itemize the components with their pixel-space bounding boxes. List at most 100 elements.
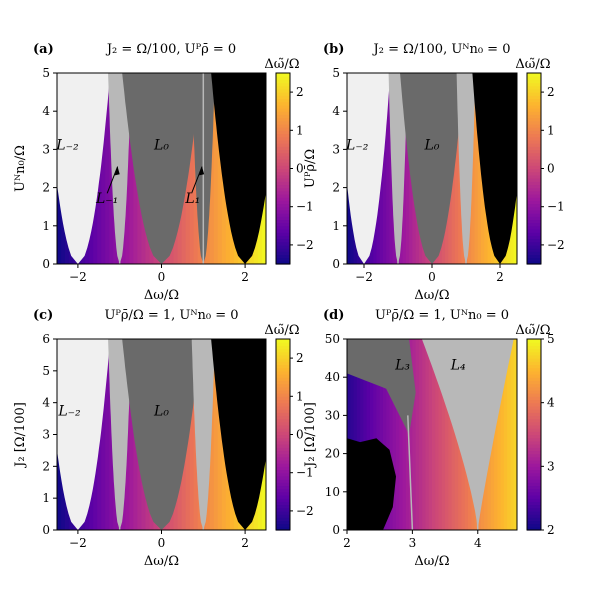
heatmap-cell-d-8 [373, 339, 378, 530]
heatmap-cell-d-16 [399, 339, 404, 530]
region-L0-c [122, 339, 201, 530]
heatmap-cell-b-18 [405, 73, 410, 264]
colorbar-cell-b-26 [527, 178, 541, 182]
colorbar-cell-c-38 [276, 405, 290, 410]
heatmap-cell-d-11 [382, 339, 387, 530]
colorbar-cell-d-59 [527, 339, 541, 343]
region-label-c-2: L₂ [239, 403, 255, 419]
colorbar-cell-c-52 [276, 361, 290, 366]
colorbar-tick-label-d-2: 4 [547, 396, 555, 410]
region-label-b-2: L₂ [493, 137, 509, 153]
colorbar-cell-b-2 [527, 254, 541, 259]
y-tick-label-c-5: 5 [42, 364, 50, 378]
colorbar-cell-a-44 [276, 120, 290, 125]
colorbar-cell-b-23 [527, 187, 541, 192]
heatmap-cell-c-18 [129, 339, 134, 530]
colorbar-cell-d-37 [527, 409, 541, 413]
colorbar-cell-c-49 [276, 370, 290, 375]
colorbar-cell-d-36 [527, 412, 541, 416]
colorbar-cell-c-9 [276, 498, 290, 502]
colorbar-cell-c-18 [276, 469, 290, 474]
x-axis-label-d: Δω/Ω [414, 554, 449, 569]
colorbar-cell-b-1 [527, 257, 541, 262]
heatmap-cell-a-38 [209, 73, 215, 264]
colorbar-cell-a-3 [276, 251, 290, 256]
arrow-L-1 [106, 166, 119, 194]
colorbar-cell-c-5 [276, 510, 290, 515]
heatmap-cell-a-12 [105, 73, 110, 264]
colorbar-cell-d-34 [527, 418, 541, 423]
colorbar-cell-b-53 [527, 92, 541, 96]
colorbar-cell-a-18 [276, 203, 290, 208]
colorbar-cell-b-29 [527, 168, 541, 173]
heatmap-cell-d-22 [418, 339, 423, 530]
colorbar-cell-c-54 [276, 354, 290, 359]
colorbar-cell-c-20 [276, 463, 290, 467]
colorbar-cell-a-43 [276, 123, 290, 128]
y-tick-label-a-4: 4 [42, 104, 50, 118]
colorbar-tick-label-b-3: 1 [547, 123, 555, 137]
colorbar-cell-d-30 [527, 431, 541, 436]
colorbar-cell-b-21 [527, 193, 541, 198]
colorbar-tick-label-c-0: −2 [296, 504, 314, 518]
colorbar-cell-d-14 [527, 482, 541, 487]
colorbar-cell-c-47 [276, 377, 290, 381]
panel-title-c: Uᴾρ̄/Ω = 1, Uᴺn₀ = 0 [104, 308, 238, 323]
colorbar-cell-a-56 [276, 82, 290, 87]
colorbar-cell-c-16 [276, 475, 290, 480]
heatmap-cell-d-32 [451, 339, 456, 530]
region-label-d-2: L₂ [365, 461, 381, 477]
colorbar-cell-a-35 [276, 149, 290, 154]
colorbar-cell-a-51 [276, 98, 290, 103]
colorbar-cell-a-38 [276, 139, 290, 144]
heatmap-cell-d-23 [422, 339, 427, 530]
colorbar-label-c: Δω̃/Ω [264, 323, 299, 338]
heatmap-cell-b-39 [474, 73, 479, 264]
colorbar-cell-b-11 [527, 225, 541, 230]
y-tick-label-c-2: 2 [42, 459, 50, 473]
colorbar-tick-label-d-1: 3 [547, 459, 555, 473]
colorbar-cell-c-53 [276, 358, 290, 362]
heatmap-cell-d-13 [389, 339, 394, 530]
colorbar-cell-d-51 [527, 364, 541, 369]
region-L0-a [122, 73, 201, 264]
colorbar-tick-label-c-4: 2 [296, 351, 304, 365]
colorbar-cell-b-22 [527, 190, 541, 195]
heatmap-cell-d-12 [386, 339, 391, 530]
colorbar-label-a: Δω̃/Ω [264, 57, 299, 72]
axes-frame-d [346, 338, 518, 531]
colorbar-tick-label-a-2: 0 [296, 162, 304, 176]
colorbar-cell-a-31 [276, 162, 290, 166]
colorbar-cell-b-18 [527, 203, 541, 208]
colorbar-cell-a-2 [276, 254, 290, 259]
colorbar-cell-d-29 [527, 434, 541, 439]
panel-b: L₋₂ L₀ L₂ −2 0 2 0 1 2 3 4 5 Δω/Ω Uᴾρ̄/Ω (b) J₂ = Ω/100… [303, 42, 565, 303]
colorbar-cell-a-57 [276, 79, 290, 84]
colorbar-cell-b-30 [527, 165, 541, 170]
heatmap-cell-b-40 [477, 73, 482, 264]
heatmap-cell-d-47 [500, 339, 505, 530]
colorbar-cell-a-12 [276, 222, 290, 227]
colorbar-cell-c-4 [276, 514, 290, 518]
colorbar-cell-c-28 [276, 437, 290, 442]
colorbar-cell-b-35 [527, 149, 541, 154]
colorbar-cell-a-28 [276, 171, 290, 176]
panel-c: L₋₂ L₀ L₂ −2 0 2 0 1 2 3 4 5 6 Δω/Ω J₂ [Ω/100] (c) Uᴾρ̄/… [13, 308, 314, 569]
y-tick-label-b-0: 0 [332, 257, 340, 271]
region-label-d-0: L₃ [394, 358, 410, 374]
colorbar-cell-c-34 [276, 418, 290, 423]
colorbar-cell-c-13 [276, 485, 290, 490]
colorbar-cell-d-46 [527, 380, 541, 385]
colorbar-cell-a-15 [276, 213, 290, 217]
heatmap-cell-d-3 [356, 339, 361, 530]
colorbar-cell-a-25 [276, 181, 290, 186]
colorbar-tick-label-b-1: −1 [547, 200, 565, 214]
region-L-2-top-b [347, 73, 363, 159]
colorbar-cell-b-5 [527, 244, 541, 249]
colorbar-cell-a-33 [276, 155, 290, 160]
heatmap-cell-d-29 [441, 339, 446, 530]
colorbar-cell-b-10 [527, 228, 541, 233]
colorbar-cell-a-46 [276, 114, 290, 119]
colorbar-cell-d-43 [527, 389, 541, 394]
colorbar-cell-d-38 [527, 405, 541, 410]
